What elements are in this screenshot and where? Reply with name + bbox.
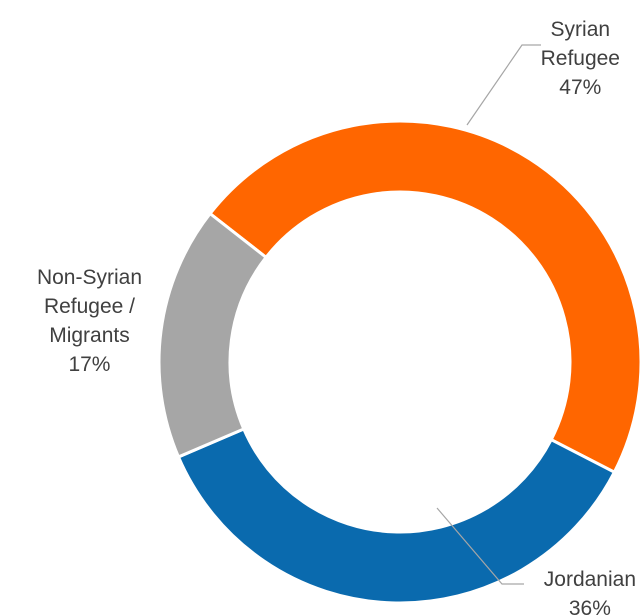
leader-line-1 — [436, 507, 524, 585]
slice-label-0: Syrian Refugee 47% — [541, 18, 620, 99]
leader-line-0 — [466, 44, 541, 126]
slice-2 — [157, 211, 269, 459]
slice-label-1: Jordanian 36% — [544, 568, 636, 616]
slice-1 — [176, 427, 617, 605]
donut-slices — [157, 119, 643, 605]
slice-label-2: Non-Syrian Refugee / Migrants 17% — [37, 266, 142, 376]
slice-labels: Syrian Refugee 47% Jordanian 36% Non-Syrian Re… — [37, 18, 636, 616]
slice-0 — [207, 119, 643, 475]
